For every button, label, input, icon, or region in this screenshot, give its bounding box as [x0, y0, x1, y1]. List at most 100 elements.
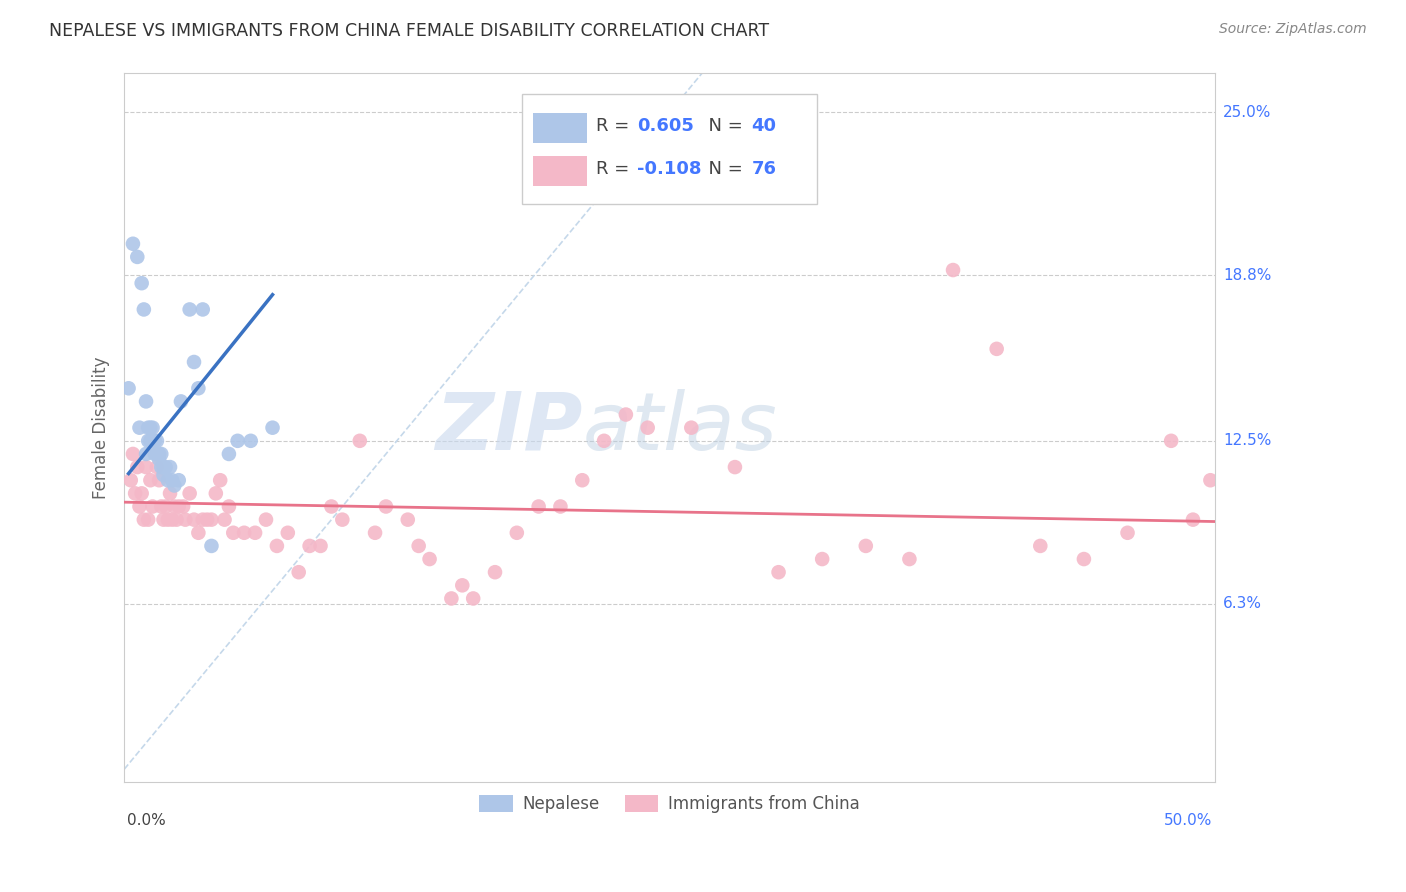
Point: [167, 473, 190, 487]
Point: [163, 500, 186, 514]
Point: [218, 500, 240, 514]
Text: 25.0%: 25.0%: [1223, 105, 1271, 120]
Point: [135, 460, 157, 475]
Point: [191, 302, 214, 317]
Point: [550, 500, 572, 514]
Text: R =: R =: [596, 117, 636, 136]
Point: [170, 394, 193, 409]
Text: -0.108: -0.108: [637, 160, 702, 178]
Point: [155, 500, 177, 514]
Point: [506, 525, 529, 540]
Point: [375, 500, 398, 514]
Point: [254, 513, 277, 527]
Point: [159, 486, 181, 500]
Point: [179, 486, 201, 500]
Point: [136, 420, 159, 434]
Point: [128, 420, 150, 434]
Point: [142, 420, 165, 434]
Text: 76: 76: [751, 160, 776, 178]
Text: 0.0%: 0.0%: [127, 813, 166, 828]
Legend: Nepalese, Immigrants from China: Nepalese, Immigrants from China: [472, 789, 866, 820]
Point: [226, 434, 249, 448]
Point: [150, 447, 173, 461]
Point: [159, 460, 181, 475]
Point: [146, 460, 169, 475]
Point: [127, 250, 149, 264]
Point: [136, 513, 159, 527]
Point: [1073, 552, 1095, 566]
Point: [132, 513, 155, 527]
Point: [637, 420, 659, 434]
Text: 6.3%: 6.3%: [1223, 596, 1263, 611]
Point: [195, 513, 218, 527]
Point: [243, 525, 266, 540]
Point: [150, 460, 173, 475]
Point: [172, 500, 194, 514]
Point: [160, 473, 183, 487]
Point: [330, 513, 353, 527]
Point: [163, 478, 186, 492]
Point: [150, 500, 173, 514]
Point: [167, 500, 190, 514]
Point: [148, 447, 170, 461]
Point: [309, 539, 332, 553]
Point: [1199, 473, 1222, 487]
Text: 12.5%: 12.5%: [1223, 434, 1271, 449]
Point: [148, 452, 170, 467]
Point: [681, 420, 703, 434]
Point: [146, 447, 169, 461]
Point: [131, 486, 153, 500]
Point: [122, 447, 145, 461]
Point: [287, 565, 309, 579]
Point: [160, 513, 183, 527]
Point: [143, 434, 166, 448]
Point: [262, 420, 284, 434]
Point: [155, 460, 177, 475]
Point: [191, 513, 214, 527]
Text: 50.0%: 50.0%: [1164, 813, 1212, 828]
Point: [139, 434, 162, 448]
Point: [218, 447, 240, 461]
Point: [127, 460, 149, 475]
Point: [156, 513, 179, 527]
Point: [724, 460, 747, 475]
Text: 40: 40: [751, 117, 776, 136]
Point: [321, 500, 343, 514]
Text: atlas: atlas: [582, 389, 778, 467]
Point: [139, 420, 162, 434]
Point: [898, 552, 921, 566]
Point: [349, 434, 371, 448]
Point: [1116, 525, 1139, 540]
Point: [571, 473, 593, 487]
Point: [1160, 434, 1182, 448]
Point: [419, 552, 441, 566]
Point: [200, 539, 222, 553]
Point: [148, 473, 170, 487]
Point: [117, 381, 139, 395]
Point: [179, 302, 201, 317]
Point: [408, 539, 430, 553]
Text: 0.605: 0.605: [637, 117, 693, 136]
Point: [152, 513, 174, 527]
Point: [205, 486, 228, 500]
FancyBboxPatch shape: [533, 113, 586, 144]
Point: [174, 513, 197, 527]
Point: [152, 467, 174, 482]
Text: N =: N =: [697, 117, 748, 136]
Point: [135, 394, 157, 409]
Text: N =: N =: [697, 160, 748, 178]
Point: [183, 355, 205, 369]
Point: [527, 500, 550, 514]
Point: [131, 276, 153, 290]
Text: ZIP: ZIP: [434, 389, 582, 467]
Point: [187, 381, 209, 395]
Point: [396, 513, 419, 527]
Point: [128, 500, 150, 514]
Point: [222, 525, 245, 540]
Text: NEPALESE VS IMMIGRANTS FROM CHINA FEMALE DISABILITY CORRELATION CHART: NEPALESE VS IMMIGRANTS FROM CHINA FEMALE…: [49, 22, 769, 40]
Point: [135, 447, 157, 461]
Text: R =: R =: [596, 160, 636, 178]
Y-axis label: Female Disability: Female Disability: [93, 357, 110, 499]
Point: [136, 434, 159, 448]
Point: [463, 591, 485, 606]
